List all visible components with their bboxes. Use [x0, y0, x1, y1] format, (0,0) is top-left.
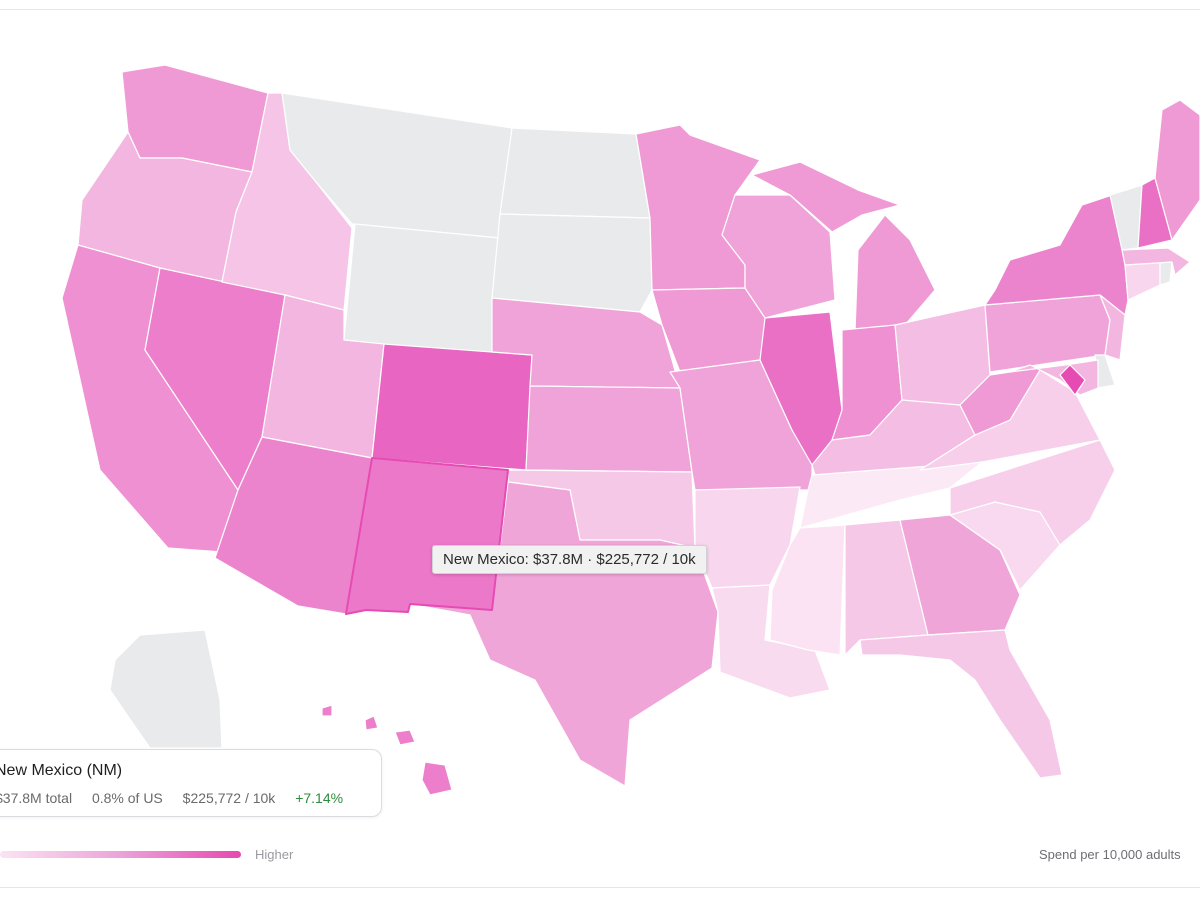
info-card-change: +7.14% [295, 790, 344, 806]
state-SD[interactable] [491, 213, 653, 313]
state-NY[interactable] [984, 194, 1129, 316]
state-ND[interactable] [499, 127, 651, 219]
state-ME[interactable] [1154, 99, 1200, 241]
state-CO[interactable] [371, 343, 533, 471]
state-HI[interactable] [321, 704, 453, 796]
info-card-share: 0.8% of US [91, 790, 163, 806]
legend-high-label: Higher [255, 847, 294, 862]
state-RI[interactable] [1159, 261, 1173, 286]
state-MS[interactable] [769, 524, 846, 656]
state-CT[interactable] [1124, 261, 1161, 301]
map-tooltip: New Mexico: $37.8M · $225,772 / 10k [432, 545, 707, 574]
state-WA[interactable] [121, 64, 269, 173]
top-divider [0, 9, 1200, 10]
info-card-rate: $225,772 / 10k [182, 790, 276, 806]
state-KS[interactable] [525, 385, 693, 473]
state-AK[interactable] [109, 629, 223, 749]
info-card-total: $37.8M total [0, 790, 73, 806]
state-FL[interactable] [859, 629, 1063, 779]
state-info-card: New Mexico (NM) $37.8M total 0.8% of US … [0, 749, 382, 817]
state-MA[interactable] [1121, 247, 1191, 276]
info-card-stats: $37.8M total 0.8% of US $225,772 / 10k +… [0, 790, 343, 806]
legend-color-scale [0, 851, 241, 858]
info-card-title: New Mexico (NM) [0, 762, 123, 779]
state-WY[interactable] [343, 223, 501, 357]
state-NC[interactable] [949, 439, 1116, 546]
legend-metric-note: Spend per 10,000 adults [1039, 847, 1181, 862]
state-LA[interactable] [711, 584, 831, 699]
state-NJ[interactable] [1099, 294, 1126, 361]
state-NM[interactable] [345, 457, 509, 615]
bottom-divider [0, 887, 1200, 888]
state-DC[interactable] [1059, 364, 1086, 396]
